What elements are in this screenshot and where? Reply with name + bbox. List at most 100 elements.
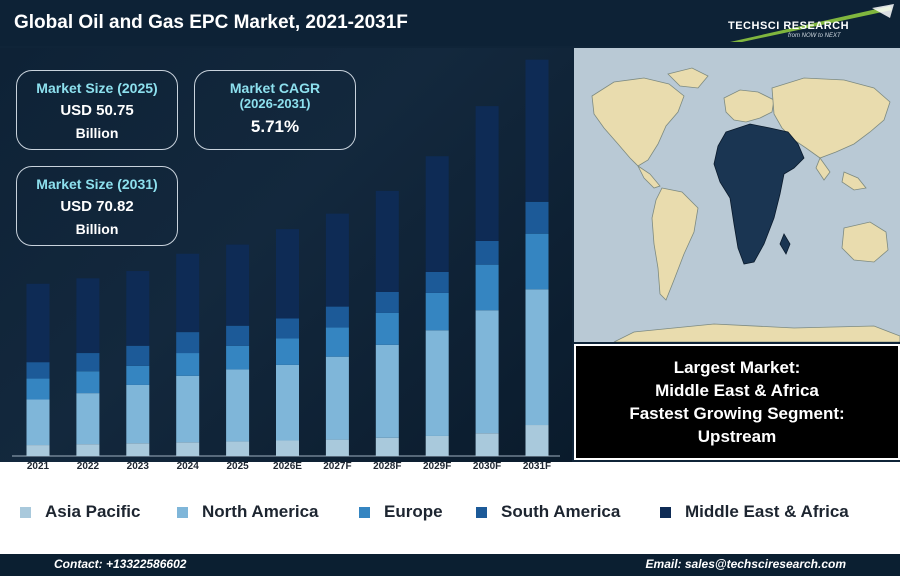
market-size-2025-value: USD 50.75 bbox=[60, 102, 134, 119]
bar-segment-asia-pacific-2030F bbox=[475, 433, 499, 456]
bar-segment-north-america-2027F bbox=[325, 356, 349, 440]
market-cagr-value: 5.71% bbox=[250, 117, 300, 136]
bar-segment-asia-pacific-2024 bbox=[176, 442, 200, 456]
header-bar: Global Oil and Gas EPC Market, 2021-2031… bbox=[0, 0, 900, 46]
bar-segment-middle-east-africa-2026E bbox=[276, 229, 299, 319]
bar-segment-middle-east-africa-2028F bbox=[375, 190, 399, 292]
legend-swatch bbox=[359, 506, 370, 518]
bar-segment-south-america-2021 bbox=[26, 362, 50, 379]
market-size-2031-value: USD 70.82 bbox=[60, 198, 134, 215]
legend-label: Europe bbox=[384, 502, 443, 521]
x-tick-label: 2029F bbox=[423, 461, 452, 472]
bar-segment-europe-2028F bbox=[375, 312, 399, 345]
contact-phone: Contact: +13322586602 bbox=[54, 557, 187, 571]
bar-segment-asia-pacific-2021 bbox=[26, 445, 50, 456]
bar-segment-north-america-2021 bbox=[26, 399, 50, 446]
bar-segment-middle-east-africa-2023 bbox=[126, 271, 150, 346]
bar-segment-north-america-2031F bbox=[525, 289, 549, 426]
largest-market-box: Largest Market: Middle East & Africa Fas… bbox=[574, 344, 900, 460]
bar-segment-south-america-2025 bbox=[226, 325, 250, 346]
x-tick-label: 2030F bbox=[472, 461, 502, 472]
bar-segment-asia-pacific-2022 bbox=[76, 444, 100, 456]
bar-segment-middle-east-africa-2029F bbox=[425, 156, 449, 272]
bar-segment-asia-pacific-2028F bbox=[375, 437, 399, 456]
bar-segment-south-america-2026E bbox=[276, 318, 299, 339]
chart-legend: Asia Pacific North America Europe South … bbox=[0, 462, 900, 554]
legend-swatch bbox=[20, 506, 31, 518]
contact-email: Email: sales@techsciresearch.com bbox=[645, 557, 846, 571]
logo-text: TECHSCI RESEARCH bbox=[728, 20, 850, 32]
legend-item-middle-east-africa: Middle East & Africa bbox=[660, 502, 849, 522]
x-axis-ticks: 2021 2022 2023 2024 2025 2026E 2027F 2028F 2029F… bbox=[0, 460, 572, 476]
bar-segment-europe-2026E bbox=[276, 338, 299, 365]
logo-swoosh-icon bbox=[722, 2, 898, 44]
bar-segment-south-america-2028F bbox=[375, 292, 399, 313]
x-tick-label: 2023 bbox=[126, 461, 149, 472]
bar-segment-north-america-2029F bbox=[425, 330, 449, 436]
x-tick-label: 2027F bbox=[323, 461, 352, 472]
x-tick-label: 2021 bbox=[26, 461, 50, 472]
page-title: Global Oil and Gas EPC Market, 2021-2031… bbox=[14, 12, 408, 33]
bar-segment-middle-east-africa-2027F bbox=[325, 213, 349, 307]
world-map-panel bbox=[574, 48, 900, 342]
bar-segment-south-america-2029F bbox=[425, 271, 449, 293]
bar-segment-south-america-2031F bbox=[525, 201, 549, 234]
bar-segment-asia-pacific-2025 bbox=[226, 441, 250, 456]
largest-market-label: Largest Market: bbox=[673, 358, 801, 377]
bar-segment-north-america-2026E bbox=[276, 364, 299, 441]
market-size-2031-label: Market Size (2031) bbox=[36, 176, 158, 192]
bar-segment-asia-pacific-2026E bbox=[276, 440, 299, 456]
x-tick-label: 2028F bbox=[373, 461, 402, 472]
bar-segment-north-america-2024 bbox=[176, 375, 200, 443]
x-tick-label: 2026E bbox=[273, 461, 302, 472]
bar-segment-asia-pacific-2027F bbox=[325, 439, 349, 456]
market-size-2025-label: Market Size (2025) bbox=[36, 80, 158, 96]
market-size-2025-card: Market Size (2025) USD 50.75 Billion bbox=[16, 70, 178, 150]
bar-segment-europe-2023 bbox=[126, 365, 150, 385]
bar-segment-north-america-2023 bbox=[126, 384, 150, 444]
largest-market-value: Middle East & Africa bbox=[655, 381, 819, 400]
bar-segment-europe-2029F bbox=[425, 292, 449, 331]
fastest-segment-label: Fastest Growing Segment: bbox=[629, 404, 845, 423]
x-tick-label: 2025 bbox=[226, 461, 249, 472]
legend-item-north-america: North America bbox=[177, 502, 319, 522]
techsci-logo: TECHSCI RESEARCH from NOW to NEXT bbox=[722, 2, 898, 44]
bar-segment-europe-2030F bbox=[475, 264, 499, 311]
legend-swatch bbox=[660, 506, 671, 518]
bar-segment-europe-2022 bbox=[76, 371, 100, 394]
market-size-2025-unit: Billion bbox=[75, 125, 119, 141]
legend-label: South America bbox=[501, 502, 621, 521]
bar-segment-south-america-2024 bbox=[176, 332, 200, 354]
market-size-2031-card: Market Size (2031) USD 70.82 Billion bbox=[16, 166, 178, 246]
bar-segment-middle-east-africa-2021 bbox=[26, 283, 50, 363]
bar-segment-europe-2027F bbox=[325, 327, 349, 357]
x-tick-label: 2024 bbox=[176, 461, 199, 472]
bar-segment-asia-pacific-2031F bbox=[525, 425, 549, 456]
bar-segment-south-america-2022 bbox=[76, 353, 100, 372]
market-cagr-label: Market CAGR bbox=[229, 80, 321, 96]
bar-segment-europe-2031F bbox=[525, 233, 549, 290]
legend-swatch bbox=[476, 506, 487, 518]
bar-segment-middle-east-africa-2024 bbox=[176, 253, 200, 333]
market-cagr-card: Market CAGR (2026-2031) 5.71% bbox=[194, 70, 356, 150]
chart-panel: Market Size (2025) USD 50.75 Billion Mar… bbox=[0, 48, 572, 462]
logo-tagline: from NOW to NEXT bbox=[788, 33, 841, 39]
legend-item-asia-pacific: Asia Pacific bbox=[20, 502, 140, 522]
footer-bar: Contact: +13322586602 Email: sales@techs… bbox=[0, 554, 900, 576]
bar-segment-south-america-2030F bbox=[475, 240, 499, 265]
legend-swatch bbox=[177, 506, 188, 518]
bar-segment-middle-east-africa-2031F bbox=[525, 59, 549, 202]
legend-label: North America bbox=[202, 502, 319, 521]
legend-item-europe: Europe bbox=[359, 502, 443, 522]
bar-segment-middle-east-africa-2030F bbox=[475, 106, 499, 241]
bar-segment-south-america-2023 bbox=[126, 345, 150, 366]
bar-segment-north-america-2025 bbox=[226, 369, 250, 442]
fastest-segment-value: Upstream bbox=[697, 427, 777, 446]
market-cagr-period: (2026-2031) bbox=[239, 96, 311, 111]
legend-label: Middle East & Africa bbox=[685, 502, 849, 521]
bar-segment-europe-2021 bbox=[26, 378, 50, 400]
bar-segment-north-america-2022 bbox=[76, 393, 100, 445]
stacked-bar-chart bbox=[12, 59, 560, 457]
bar-segment-middle-east-africa-2022 bbox=[76, 278, 100, 354]
x-tick-label: 2022 bbox=[76, 461, 100, 472]
